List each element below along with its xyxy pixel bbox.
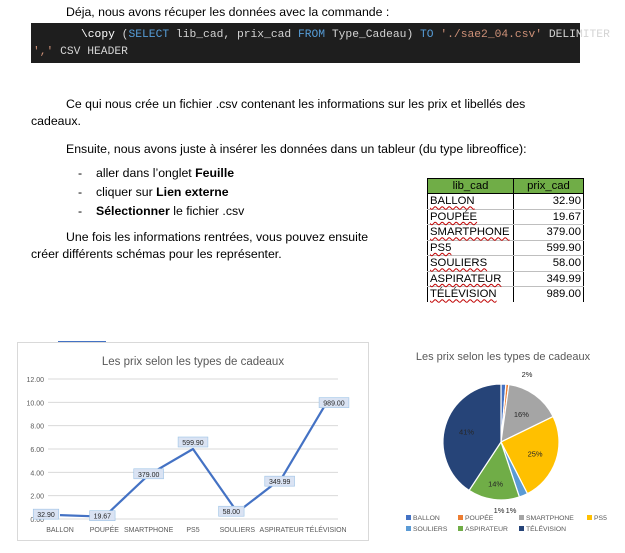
line-chart: Les prix selon les types de cadeaux 0.00… — [17, 342, 369, 541]
legend-label: BALLON — [413, 515, 440, 522]
cell-price: 379.00 — [513, 224, 584, 241]
code-line-2: ',' CSV HEADER — [33, 46, 128, 58]
legend-label: TÉLÉVISION — [526, 524, 566, 533]
data-label-box — [218, 505, 245, 517]
chart-title: Les prix selon les types de cadeaux — [416, 351, 591, 363]
table-row: BALLON 32.90 — [427, 193, 584, 210]
paragraph-charts-line2: créer différents schémas pour les représ… — [31, 247, 282, 261]
table-row: PS5 599.90 — [427, 240, 584, 256]
cell-label: PS5 — [427, 240, 514, 256]
data-label-box — [89, 510, 116, 522]
cell-price: 58.00 — [513, 255, 584, 272]
pie-slice — [442, 383, 502, 492]
x-tick-label: PS5 — [186, 527, 199, 534]
slice-label: 25% — [528, 449, 543, 458]
table-header-row: lib_cad prix_cad — [427, 178, 584, 194]
data-label-box — [177, 436, 209, 448]
legend-swatch — [406, 526, 411, 531]
pie-slice — [500, 415, 560, 495]
legend-label: SMARTPHONE — [526, 515, 574, 522]
legend-swatch — [587, 515, 592, 520]
data-label: 58.00 — [223, 509, 241, 516]
data-table: lib_cad prix_cad BALLON 32.90 POUPÉE 19.67… — [427, 178, 584, 302]
pie-chart: Les prix selon les types de cadeaux 1% 1%… — [398, 342, 612, 542]
y-tick-label: 8.00 — [30, 424, 44, 431]
cell-price: 32.90 — [513, 193, 584, 210]
cell-label: BALLON — [427, 193, 514, 210]
legend-swatch — [406, 515, 411, 520]
legend-label: ASPIRATEUR — [465, 526, 508, 533]
table-row: POUPÉE 19.67 — [427, 209, 584, 225]
steps-list: aller dans l’onglet Feuille cliquer sur … — [78, 164, 244, 221]
y-tick-label: 10.00 — [26, 400, 44, 407]
cell-label: POUPÉE — [427, 209, 514, 225]
y-tick-label: 2.00 — [30, 494, 44, 501]
x-tick-label: POUPÉE — [90, 525, 120, 534]
code-line-1: \copy (SELECT lib_cad, prix_cad FROM Typ… — [81, 29, 610, 41]
legend-swatch — [519, 515, 524, 520]
data-label: 19.67 — [94, 514, 112, 521]
slice-label: 1% — [494, 506, 505, 515]
y-tick-label: 4.00 — [30, 470, 44, 477]
cell-label: TÉLÉVISION — [427, 286, 514, 302]
table-row: TÉLÉVISION 989.00 — [427, 286, 584, 302]
slice-label: 2% — [522, 370, 533, 379]
legend-label: PS5 — [594, 515, 607, 522]
cell-label: SMARTPHONE — [427, 224, 514, 241]
cell-label: ASPIRATEUR — [427, 271, 514, 287]
cell-price: 599.90 — [513, 240, 584, 256]
y-tick-label: 6.00 — [30, 447, 44, 454]
table-row: SMARTPHONE 379.00 — [427, 224, 584, 241]
series-line — [59, 403, 327, 518]
sql-code-block: \copy (SELECT lib_cad, prix_cad FROM Typ… — [31, 23, 610, 63]
slice-label: 1% — [506, 506, 517, 515]
data-label-box — [264, 475, 295, 487]
data-label: 379.00 — [138, 472, 160, 479]
column-header: lib_cad — [427, 178, 514, 194]
pie-chart-svg: Les prix selon les types de cadeaux 1%1%… — [406, 351, 607, 533]
x-tick-label: ASPIRATEUR — [260, 527, 304, 534]
data-label: 989.00 — [323, 401, 345, 408]
column-header: prix_cad — [513, 178, 584, 194]
data-label-box — [133, 468, 164, 480]
x-tick-label: SOULIERS — [220, 527, 256, 534]
x-tick-label: BALLON — [46, 527, 74, 534]
paragraph-charts-line1: Une fois les informations rentrées, vous… — [66, 230, 369, 244]
step-item: aller dans l’onglet Feuille — [78, 164, 244, 183]
line-chart-svg: Les prix selon les types de cadeaux 0.00… — [26, 356, 350, 534]
y-tick-label: 0.00 — [30, 517, 44, 524]
paragraph-csv-line2: cadeaux. — [31, 114, 81, 128]
cell-price: 349.99 — [513, 271, 584, 287]
legend-swatch — [458, 526, 463, 531]
x-tick-label: TÉLÉVISION — [305, 525, 346, 534]
data-label-box — [318, 397, 350, 408]
data-label: 349.99 — [269, 479, 291, 486]
x-tick-label: SMARTPHONE — [124, 527, 174, 534]
cell-price: 19.67 — [513, 209, 584, 225]
chart-title: Les prix selon les types de cadeaux — [102, 356, 284, 368]
step-item: cliquer sur Lien externe — [78, 183, 244, 202]
data-label-box — [32, 508, 60, 520]
cell-price: 989.00 — [513, 286, 584, 302]
legend-swatch — [458, 515, 463, 520]
cell-label: SOULIERS — [427, 255, 514, 272]
table-row: SOULIERS 58.00 — [427, 255, 584, 272]
paragraph-csv-line1: Ce qui nous crée un fichier .csv contena… — [66, 97, 526, 111]
legend-label: POUPÉE — [465, 513, 494, 522]
table-row: ASPIRATEUR 349.99 — [427, 271, 584, 287]
paragraph-spreadsheet: Ensuite, nous avons juste à insérer les … — [66, 142, 527, 156]
intro-text: Déja, nous avons récuper les données ave… — [66, 5, 390, 19]
slice-label: 16% — [514, 410, 529, 419]
step-item: Sélectionner le fichier .csv — [78, 202, 244, 221]
slice-label: 14% — [488, 479, 503, 488]
legend-swatch — [519, 526, 524, 531]
data-label: 32.90 — [37, 512, 55, 519]
y-tick-label: 12.00 — [26, 377, 44, 384]
pie-slice — [500, 383, 554, 444]
legend-label: SOULIERS — [413, 526, 448, 533]
pie-slice — [468, 440, 521, 501]
data-label: 599.90 — [182, 440, 204, 447]
slice-label: 41% — [459, 428, 474, 437]
